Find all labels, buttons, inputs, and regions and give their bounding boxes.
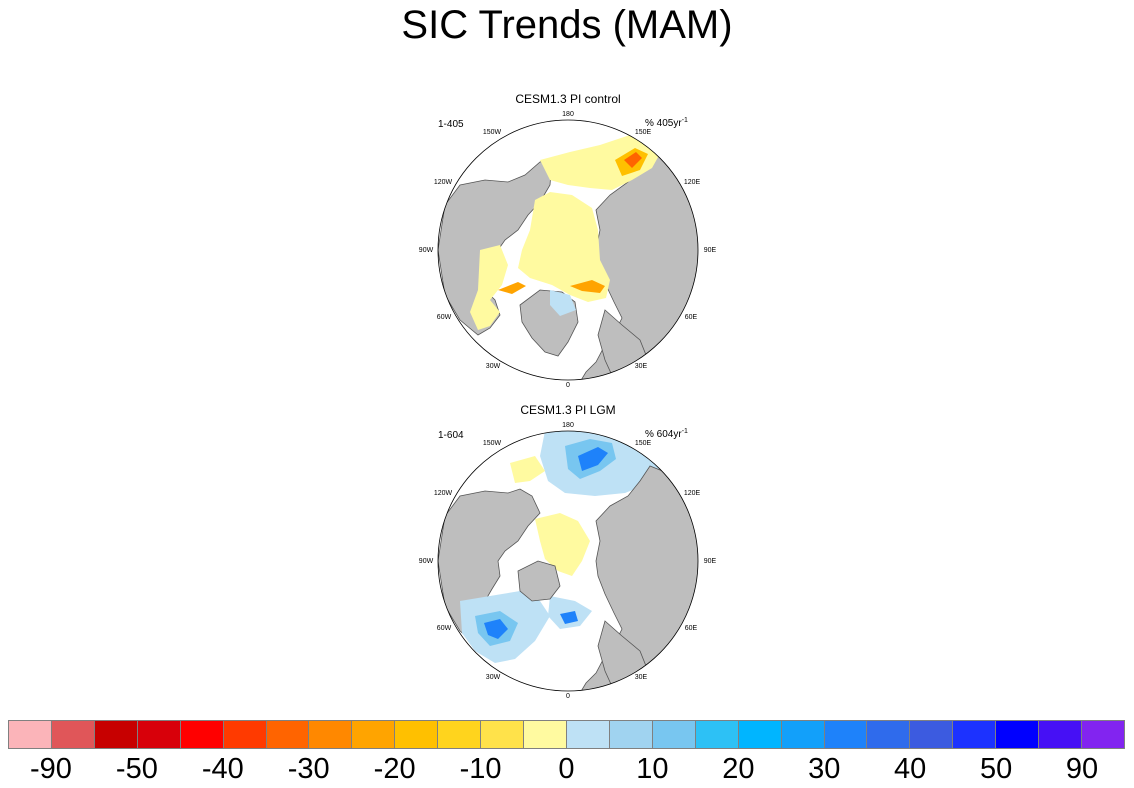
lon-label: 120E: [684, 179, 701, 186]
panel-pi-lgm: CESM1.3 PI LGM 1-604 % 604yr-1 180 150E …: [400, 401, 736, 701]
colorbar-swatch: [565, 720, 609, 749]
colorbar-swatch: [651, 720, 695, 749]
lon-label: 60W: [437, 625, 452, 632]
panel-title: CESM1.3 PI LGM: [520, 403, 615, 417]
colorbar-swatch: [995, 720, 1039, 749]
sic-field-positive-strong-3: [560, 611, 578, 624]
map-border: [437, 119, 699, 381]
panel-left-label: 1-604: [438, 430, 464, 441]
lon-label: 180: [562, 422, 574, 429]
colorbar-swatch: [50, 720, 94, 749]
colorbar-swatch: [394, 720, 438, 749]
lon-label: 30W: [486, 363, 501, 370]
colorbar-label: -50: [115, 753, 158, 785]
sic-field-negative-light: [510, 456, 545, 483]
lon-label: 150E: [635, 440, 652, 447]
colorbar-label: 20: [722, 753, 755, 785]
main-title: SIC Trends (MAM): [401, 3, 733, 47]
lon-label: 60E: [685, 314, 698, 321]
lon-label: 90W: [419, 558, 434, 565]
colorbar-label: 0: [558, 753, 575, 785]
colorbar-swatch: [608, 720, 652, 749]
longitude-labels: 180 150E 120E 90E 60E 30E 0 30W 60W 90W …: [419, 422, 717, 700]
sic-field-negative-light-3: [470, 245, 508, 330]
colorbar-label: 30: [808, 753, 841, 785]
colorbar-swatch: [308, 720, 352, 749]
colorbar-label: -30: [287, 753, 330, 785]
colorbar-swatch: [8, 720, 51, 749]
lon-label: 0: [566, 382, 570, 389]
lon-label: 90E: [704, 558, 717, 565]
longitude-labels: 180 150E 120E 90E 60E 30E 0 30W 60W 90W …: [419, 111, 717, 389]
panel-pi-control: CESM1.3 PI control 1-405 % 405yr-1 180 1…: [400, 90, 736, 390]
sic-field-negative-band: [570, 280, 605, 293]
colorbar-swatch: [179, 720, 223, 749]
lon-label: 180: [562, 111, 574, 118]
colorbar-swatch: [523, 720, 566, 749]
lon-label: 60E: [685, 625, 698, 632]
map-border: [437, 430, 699, 692]
sic-field-negative-band-2: [498, 282, 526, 294]
colorbar-swatch: [136, 720, 180, 749]
land-greenland: [517, 560, 561, 602]
sic-field-negative-light: [518, 192, 610, 302]
colorbar-swatch: [694, 720, 738, 749]
colorbar-label: -40: [201, 753, 244, 785]
panel-title: CESM1.3 PI control: [515, 92, 620, 106]
colorbar-swatch: [93, 720, 137, 749]
lon-label: 0: [566, 693, 570, 700]
colorbar-swatch: [780, 720, 824, 749]
colorbar-label: 90: [1065, 753, 1099, 785]
colorbar-swatch: [1081, 720, 1125, 749]
panel-left-label: 1-405: [438, 119, 464, 130]
polar-map-pi-lgm: CESM1.3 PI LGM 1-604 % 604yr-1 180 150E …: [419, 403, 717, 700]
lon-label: 30E: [635, 363, 648, 370]
lon-label: 150W: [483, 129, 502, 136]
lon-label: 150E: [635, 129, 652, 136]
lon-label: 120W: [434, 490, 453, 497]
lon-label: 30E: [635, 674, 648, 681]
colorbar-swatch: [480, 720, 524, 749]
sic-field-negative-light-2: [540, 132, 662, 190]
colorbar-label: -10: [459, 753, 502, 785]
colorbar-label: -20: [373, 753, 416, 785]
lon-label: 90E: [704, 247, 717, 254]
colorbar-swatch: [222, 720, 266, 749]
colorbar-swatch: [265, 720, 309, 749]
lon-label: 90W: [419, 247, 434, 254]
colorbar-label: 50: [979, 753, 1013, 785]
colorbar-swatch: [1038, 720, 1082, 749]
colorbar-swatch: [737, 720, 781, 749]
lon-label: 120E: [684, 490, 701, 497]
sic-field-negative-strong: [624, 152, 642, 168]
lon-label: 120W: [434, 179, 453, 186]
map-fields: [438, 132, 698, 380]
panel-right-label: % 405yr-1: [645, 117, 688, 129]
colorbar-swatch: [952, 720, 996, 749]
sic-field-positive-strong-2: [484, 619, 508, 639]
sic-field-negative-light-2: [535, 513, 590, 576]
lon-label: 150W: [483, 440, 502, 447]
colorbar-label: 40: [894, 753, 927, 785]
polar-map-pi-control: CESM1.3 PI control 1-405 % 405yr-1 180 1…: [419, 92, 717, 389]
lon-label: 30W: [486, 674, 501, 681]
colorbar-label: 10: [636, 753, 669, 785]
colorbar-swatch: [437, 720, 481, 749]
colorbar-swatch: [351, 720, 395, 749]
colorbar-labels: -90 -50 -40 -30 -20 -10 0 10 20 30 40 50 90: [0, 752, 1134, 788]
colorbar-swatch: [866, 720, 910, 749]
panel-right-label: % 604yr-1: [645, 428, 688, 440]
colorbar: [8, 720, 1125, 749]
colorbar-label: -90: [29, 753, 72, 785]
colorbar-swatch: [909, 720, 953, 749]
colorbar-swatch: [823, 720, 867, 749]
lon-label: 60W: [437, 314, 452, 321]
sic-field-positive-light: [550, 290, 576, 316]
sic-field-positive-strong: [578, 447, 608, 471]
